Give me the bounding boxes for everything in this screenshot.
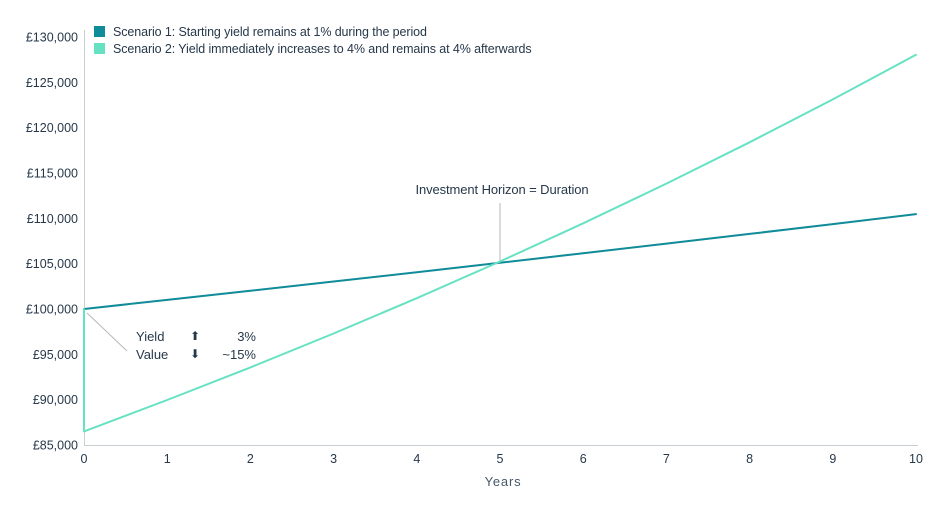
x-tick-label: 4 bbox=[413, 452, 420, 466]
value-label: Value bbox=[136, 346, 169, 362]
x-tick-label: 10 bbox=[909, 452, 923, 466]
annotation-value-row: Value ⬇ ~15% bbox=[136, 345, 256, 363]
shock-leader-line bbox=[86, 312, 128, 352]
x-tick-label: 0 bbox=[81, 452, 88, 466]
x-tick-label: 3 bbox=[330, 452, 337, 466]
y-tick-label: £105,000 bbox=[26, 257, 78, 271]
x-tick-label: 6 bbox=[580, 452, 587, 466]
y-tick-label: £115,000 bbox=[27, 167, 78, 181]
annotation-yield-row: Yield ⬆ 3% bbox=[136, 327, 256, 345]
series-line-scenario2 bbox=[83, 53, 917, 433]
x-tick-label: 2 bbox=[247, 452, 254, 466]
x-tick-label: 8 bbox=[746, 452, 753, 466]
y-tick-label: £130,000 bbox=[26, 31, 78, 45]
legend-item-scenario1: Scenario 1: Starting yield remains at 1%… bbox=[94, 24, 532, 39]
legend-swatch-scenario1-icon bbox=[94, 26, 105, 37]
y-tick-label: £110,000 bbox=[27, 212, 78, 226]
y-tick-label: £125,000 bbox=[26, 76, 78, 90]
legend-item-scenario2: Scenario 2: Yield immediately increases … bbox=[94, 41, 532, 56]
legend-swatch-scenario2-icon bbox=[94, 43, 105, 54]
yield-value: 3% bbox=[237, 328, 256, 344]
legend-label-scenario2: Scenario 2: Yield immediately increases … bbox=[113, 41, 532, 56]
legend-label-scenario1: Scenario 1: Starting yield remains at 1%… bbox=[113, 24, 427, 39]
annotation-yield-shock: Yield ⬆ 3% Value ⬇ ~15% bbox=[136, 327, 256, 363]
x-tick-label: 1 bbox=[164, 452, 171, 466]
y-tick-label: £120,000 bbox=[26, 121, 78, 135]
value-value: ~15% bbox=[222, 346, 256, 362]
legend: Scenario 1: Starting yield remains at 1%… bbox=[94, 24, 532, 56]
series-line-scenario1 bbox=[83, 213, 917, 310]
x-tick-label: 5 bbox=[497, 452, 504, 466]
y-tick-label: £100,000 bbox=[26, 303, 78, 317]
yield-label: Yield bbox=[136, 328, 165, 344]
arrow-down-icon: ⬇ bbox=[189, 347, 201, 361]
x-axis-title: Years bbox=[485, 474, 522, 489]
annotation-investment-horizon: Investment Horizon = Duration bbox=[415, 182, 589, 197]
arrow-up-icon: ⬆ bbox=[189, 329, 201, 343]
y-tick-label: £95,000 bbox=[33, 348, 78, 362]
x-tick-label: 7 bbox=[663, 452, 670, 466]
x-tick-label: 9 bbox=[829, 452, 836, 466]
y-tick-label: £90,000 bbox=[33, 393, 78, 407]
y-tick-label: £85,000 bbox=[33, 439, 78, 453]
